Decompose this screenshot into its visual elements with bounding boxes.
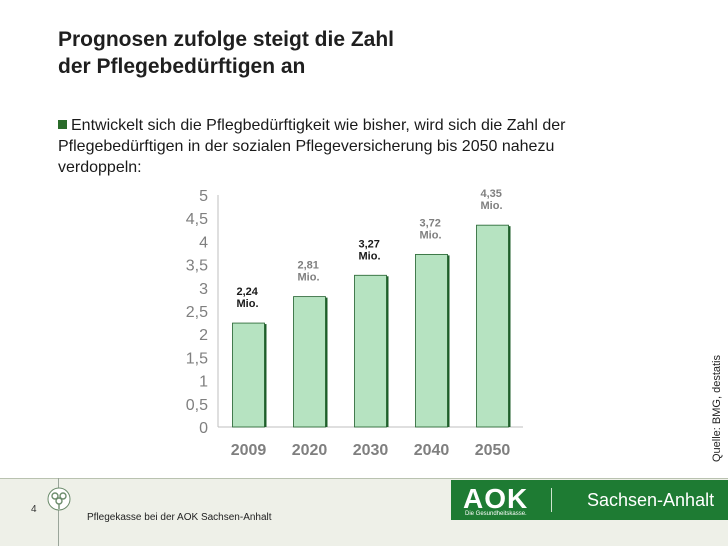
title-line-2: der Pflegebedürftigen an xyxy=(58,55,306,78)
y-tick-label: 0,5 xyxy=(186,397,208,414)
aok-logo-divider xyxy=(551,488,552,512)
data-label: Mio. xyxy=(298,272,320,284)
x-tick-label: 2040 xyxy=(414,442,450,459)
data-label: Mio. xyxy=(237,298,259,310)
title-line-1: Prognosen zufolge steigt die Zahl xyxy=(58,28,395,51)
data-label: Mio. xyxy=(359,250,381,262)
x-tick-label: 2009 xyxy=(231,442,267,459)
data-label: 4,35 xyxy=(481,188,502,200)
data-label: 3,72 xyxy=(420,217,441,229)
page-number: 4 xyxy=(31,504,37,515)
y-tick-label: 0 xyxy=(199,420,208,437)
aok-logo-region: Sachsen-Anhalt xyxy=(587,490,715,510)
y-tick-label: 2,5 xyxy=(186,304,208,321)
data-label: 3,27 xyxy=(359,238,380,250)
bullet-paragraph: Entwickelt sich die Pflegbedürftigkeit w… xyxy=(58,115,618,178)
y-tick-label: 5 xyxy=(199,188,208,205)
source-note: Quelle: BMG, destatis xyxy=(711,355,723,462)
y-tick-label: 1 xyxy=(199,374,208,391)
footer-divider xyxy=(0,478,728,479)
y-tick-label: 3 xyxy=(199,281,208,298)
y-tick-label: 4 xyxy=(199,234,208,251)
y-tick-label: 1,5 xyxy=(186,350,208,367)
y-tick-label: 2 xyxy=(199,327,208,344)
aok-logo: AOK Die Gesundheitskasse. Sachsen-Anhalt xyxy=(451,480,728,520)
data-label: Mio. xyxy=(481,200,503,212)
data-label: 2,81 xyxy=(298,260,319,272)
bullet-square-icon xyxy=(58,120,67,129)
bar xyxy=(415,253,448,428)
bar xyxy=(232,322,265,428)
aok-logo-tagline: Die Gesundheitskasse. xyxy=(465,511,527,517)
x-tick-label: 2020 xyxy=(292,442,328,459)
slide-title: Prognosen zufolge steigt die Zahl der Pf… xyxy=(58,26,394,80)
bullet-text: Entwickelt sich die Pflegbedürftigkeit w… xyxy=(58,117,566,176)
bar xyxy=(293,296,326,428)
footer-vertical-line xyxy=(58,478,59,546)
data-label: 2,24 xyxy=(237,286,259,298)
data-label: Mio. xyxy=(420,229,442,241)
aok-tree-icon xyxy=(47,487,71,511)
x-tick-label: 2030 xyxy=(353,442,389,459)
y-tick-label: 4,5 xyxy=(186,211,208,228)
x-tick-label: 2050 xyxy=(475,442,511,459)
bar xyxy=(476,224,509,428)
footer-text: Pflegekasse bei der AOK Sachsen-Anhalt xyxy=(87,512,272,523)
y-tick-label: 3,5 xyxy=(186,258,208,275)
aok-logo-letters: AOK xyxy=(463,483,529,514)
bar-chart: 00,511,522,533,544,5520092,24Mio.20202,8… xyxy=(186,188,523,459)
bar xyxy=(354,274,387,428)
